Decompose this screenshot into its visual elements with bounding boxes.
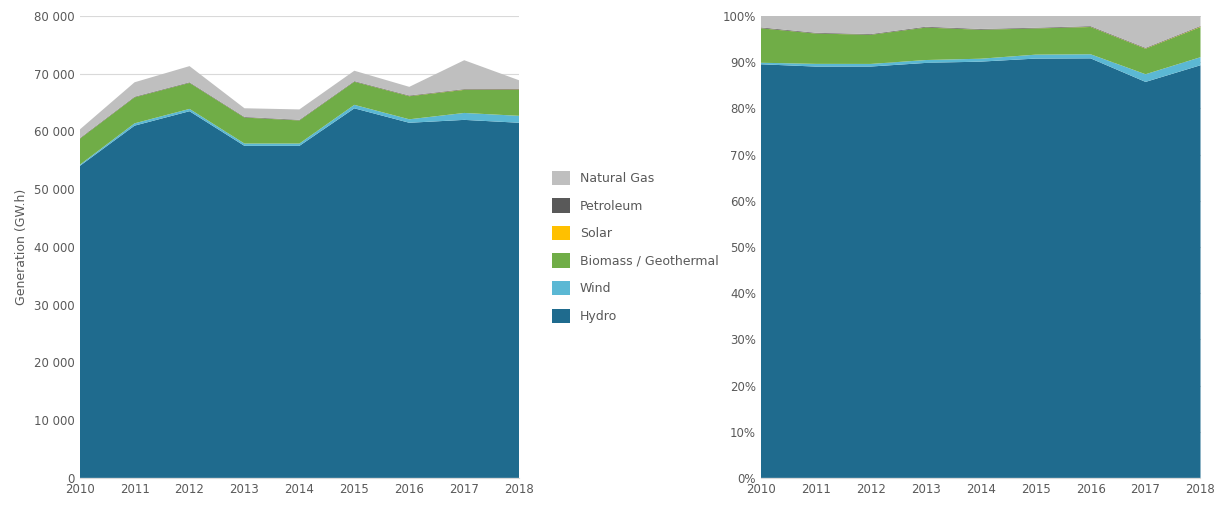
Legend: Natural Gas, Petroleum, Solar, Biomass / Geothermal, Wind, Hydro: Natural Gas, Petroleum, Solar, Biomass /…: [548, 166, 724, 328]
Y-axis label: Generation (GW.h): Generation (GW.h): [16, 189, 28, 305]
